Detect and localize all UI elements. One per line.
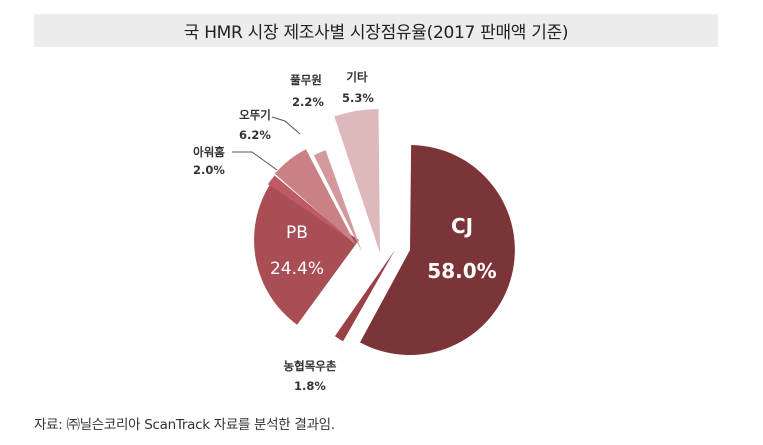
slice-label: 아워홈 bbox=[193, 145, 225, 159]
slice-label: 기타 bbox=[346, 70, 368, 84]
slice-value-label: 2.2% bbox=[292, 95, 324, 109]
slice-value-label: 58.0% bbox=[427, 259, 496, 283]
slice-label: CJ bbox=[451, 214, 473, 238]
chart-title-bar: 국 HMR 시장 제조사별 시장점유율(2017 판매액 기준) bbox=[34, 14, 718, 47]
slice-value-label: 1.8% bbox=[294, 379, 326, 393]
source-note: 자료: ㈜닐슨코리아 ScanTrack 자료를 분석한 결과임. bbox=[34, 417, 335, 433]
pie-slice bbox=[254, 183, 359, 325]
leader-line bbox=[232, 151, 278, 171]
chart-title: 국 HMR 시장 제조사별 시장점유율(2017 판매액 기준) bbox=[183, 23, 569, 43]
slice-value-label: 2.0% bbox=[193, 163, 225, 177]
pie-slice bbox=[360, 145, 515, 355]
pie-slice bbox=[334, 109, 380, 253]
slice-value-label: 5.3% bbox=[342, 91, 374, 105]
pie-slice bbox=[268, 175, 355, 243]
slice-label: 오뚜기 bbox=[239, 108, 271, 122]
slice-value-label: 6.2% bbox=[239, 128, 271, 142]
pie-slice bbox=[313, 150, 362, 252]
slice-label: 농협목우촌 bbox=[284, 359, 337, 373]
slice-label: PB bbox=[286, 223, 308, 243]
pie-slice bbox=[274, 149, 356, 245]
slice-label: 풀무원 bbox=[290, 73, 322, 87]
slice-value-label: 24.4% bbox=[270, 259, 324, 279]
leader-line bbox=[271, 116, 301, 135]
pie-slice bbox=[334, 250, 395, 342]
